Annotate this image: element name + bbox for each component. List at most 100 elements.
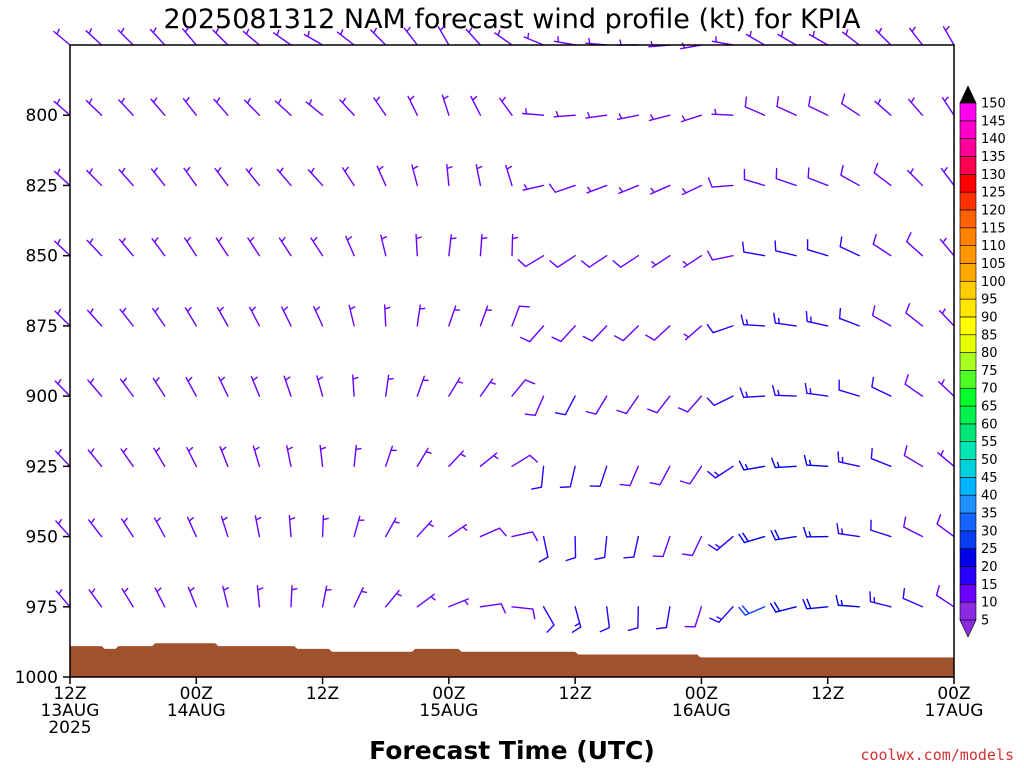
wind-barb: [902, 587, 924, 608]
colorbar-swatch: [959, 584, 977, 603]
wind-barb: [55, 588, 71, 608]
wind-barb: [655, 606, 671, 630]
wind-barb: [247, 236, 261, 257]
wind-barb: [511, 454, 539, 468]
colorbar-label: 135: [981, 150, 1006, 165]
wind-barb: [448, 450, 466, 468]
wind-barb: [151, 237, 166, 257]
x-tick-label: 16AUG: [672, 701, 731, 721]
wind-barb: [599, 606, 611, 633]
wind-barb: [352, 374, 359, 397]
wind-barb: [522, 183, 545, 191]
wind-barb: [448, 305, 461, 327]
wind-barb: [679, 465, 703, 485]
wind-barb: [321, 514, 329, 538]
colorbar-swatch: [959, 227, 977, 246]
wind-barb: [215, 236, 229, 257]
wind-barb: [585, 395, 608, 415]
wind-barb: [613, 325, 639, 342]
wind-barb: [86, 308, 103, 327]
wind-barb: [213, 97, 229, 116]
credit-text: coolwx.com/models: [860, 746, 1014, 764]
y-tick-label: 825: [26, 176, 58, 196]
wind-barb: [281, 306, 292, 327]
wind-barb: [87, 378, 103, 397]
wind-barb: [376, 165, 387, 187]
wind-barb: [903, 445, 924, 468]
wind-barb: [86, 168, 103, 187]
colorbar-swatch: [959, 280, 977, 300]
x-tick-label: 2025: [48, 718, 91, 738]
wind-barb: [683, 325, 703, 341]
wind-barb: [803, 454, 829, 468]
wind-barb: [648, 114, 671, 122]
colorbar-label: 115: [981, 221, 1006, 236]
x-tick-label: 13AUG: [41, 701, 100, 721]
wind-barb: [907, 97, 924, 116]
wind-barb: [321, 585, 332, 608]
wind-barb: [707, 177, 734, 188]
wind-barb: [706, 250, 734, 261]
colorbar-swatch: [959, 512, 977, 532]
y-tick-label: 1000: [15, 668, 58, 688]
wind-barb: [551, 325, 576, 343]
wind-barb: [416, 375, 429, 397]
wind-barb: [616, 395, 639, 415]
wind-barb: [553, 36, 576, 46]
colorbar-label: 125: [981, 186, 1006, 201]
wind-barb: [707, 535, 734, 551]
wind-barb: [771, 385, 797, 397]
wind-barb: [316, 375, 324, 397]
colorbar-label: 45: [981, 471, 998, 486]
wind-barb: [802, 526, 829, 538]
wind-barb: [875, 27, 892, 46]
wind-barb: [870, 519, 892, 538]
colorbar-label: 70: [981, 382, 998, 397]
wind-barb: [53, 168, 71, 187]
wind-barb: [288, 514, 296, 538]
wind-barb: [939, 237, 955, 257]
colorbar-swatch: [959, 387, 977, 407]
x-tick-label: 00Z: [685, 684, 718, 704]
wind-barb: [273, 29, 292, 46]
wind-barb: [542, 606, 555, 634]
wind-barb: [479, 234, 488, 257]
wind-barb: [385, 517, 400, 538]
wind-barb: [711, 108, 734, 116]
wind-barb: [339, 97, 355, 116]
wind-barb: [86, 238, 103, 257]
colorbar-label: 65: [981, 400, 998, 415]
colorbar-swatch: [959, 352, 977, 371]
wind-barb: [479, 603, 507, 614]
wind-barb: [836, 523, 860, 538]
wind-barb: [935, 585, 955, 608]
x-tick-label: 17AUG: [925, 701, 984, 721]
wind-barb: [652, 535, 671, 558]
wind-barb: [872, 233, 892, 257]
wind-barb: [904, 374, 924, 397]
wind-barb: [623, 535, 639, 559]
colorbar-swatch: [959, 548, 977, 567]
wind-barb: [182, 26, 197, 46]
wind-barb: [319, 444, 327, 468]
wind-barb: [775, 168, 797, 187]
wind-barb: [120, 517, 134, 538]
wind-barb: [117, 27, 134, 46]
wind-barb: [85, 98, 103, 116]
wind-barb: [305, 99, 324, 116]
wind-barb: [118, 97, 134, 116]
wind-barb: [740, 314, 766, 327]
x-tick-label: 15AUG: [419, 701, 478, 721]
wind-barb: [448, 234, 457, 257]
wind-barb: [938, 308, 955, 327]
colorbar-label: 110: [981, 239, 1006, 254]
wind-barb: [475, 164, 483, 187]
colorbar-label: 90: [981, 310, 998, 325]
wind-barb: [741, 241, 766, 257]
colorbar-label: 120: [981, 203, 1006, 218]
wind-barb: [403, 26, 418, 46]
wind-barb: [548, 183, 576, 193]
wind-barb: [149, 27, 166, 46]
wind-barb: [745, 30, 766, 46]
